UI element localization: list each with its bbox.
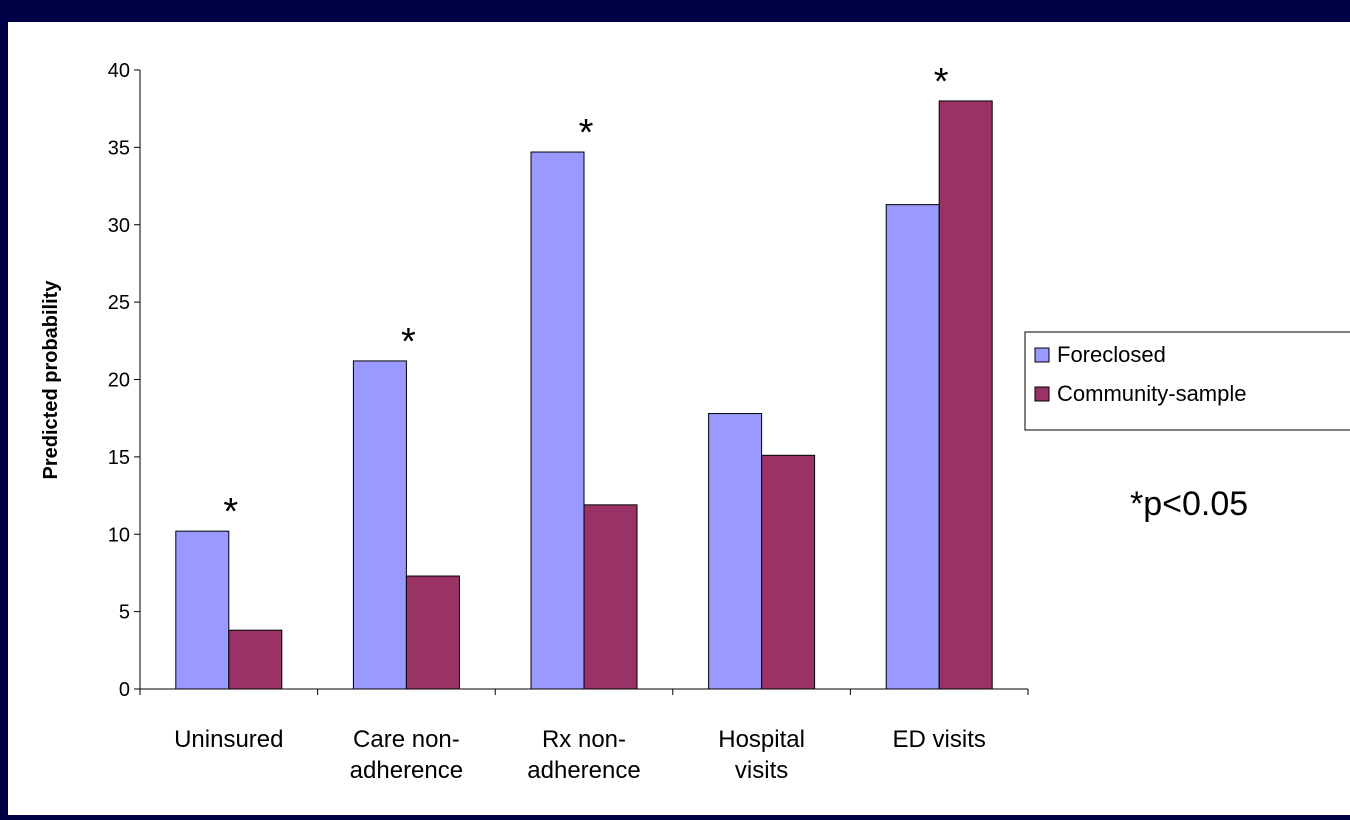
legend-label: Community-sample: [1057, 381, 1247, 406]
legend-swatch: [1034, 347, 1050, 363]
bar-community-sample: [583, 504, 638, 690]
bar-chart: 0 5 10 15 20 25 30 35 40 Uninsured Care non-adhere…: [40, 60, 1350, 784]
x-tick-label: Care non-: [353, 726, 460, 753]
bar-community-sample: [761, 454, 816, 690]
bar-community-sample: [405, 575, 460, 690]
y-tick-label: 25: [108, 292, 130, 314]
legend-label: Foreclosed: [1057, 342, 1166, 367]
legend: Foreclosed Community-sample: [1024, 331, 1350, 431]
x-tick-label: Hospital: [718, 726, 805, 753]
bar-foreclosed: [885, 204, 940, 690]
y-tick-label: 10: [108, 524, 130, 546]
slide: 0 5 10 15 20 25 30 35 40 Uninsured Care non-adhere…: [8, 22, 1350, 815]
x-tick-label: ED visits: [893, 726, 986, 753]
x-tick-label: visits: [735, 757, 788, 784]
significance-footnote: *p<0.05: [1130, 485, 1248, 523]
bar-foreclosed: [708, 413, 763, 690]
bars: [175, 100, 993, 690]
legend-box: [1024, 331, 1350, 431]
legend-swatch: [1034, 386, 1050, 402]
significance-asterisk: *: [934, 61, 949, 103]
x-tick-label: Rx non-: [542, 726, 626, 753]
axes: 0 5 10 15 20 25 30 35 40 Uninsured Care non-adhere…: [108, 60, 1029, 784]
y-axis-label: Predicted probability: [40, 280, 62, 480]
y-tick-label: 15: [108, 447, 130, 469]
significance-asterisk: *: [579, 112, 594, 154]
x-tick-label: adherence: [350, 757, 463, 784]
y-tick-label: 5: [119, 602, 130, 624]
y-tick-label: 35: [108, 137, 130, 159]
x-tick-label: Uninsured: [174, 726, 283, 753]
y-tick-label: 30: [108, 215, 130, 237]
y-tick-label: 20: [108, 370, 130, 392]
bar-community-sample: [938, 100, 993, 690]
y-tick-label: 0: [119, 679, 130, 701]
bar-foreclosed: [530, 151, 585, 690]
bar-foreclosed: [352, 360, 407, 690]
bar-community-sample: [228, 629, 283, 690]
significance-asterisk: *: [223, 491, 238, 533]
x-tick-label: adherence: [527, 757, 640, 784]
bar-foreclosed: [175, 530, 230, 690]
significance-marks: * * * *: [223, 61, 948, 533]
y-tick-label: 40: [108, 60, 130, 82]
significance-asterisk: *: [401, 321, 416, 363]
